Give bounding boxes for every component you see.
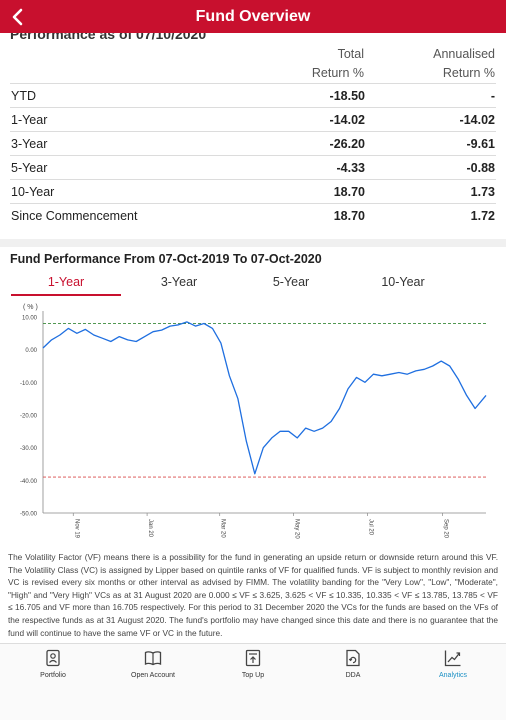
book-icon	[144, 651, 162, 666]
total-return-value: -14.02	[329, 113, 365, 127]
total-return-value: 18.70	[333, 209, 365, 223]
row-label: 1-Year	[11, 113, 48, 127]
annual-header-line1: Annualised	[433, 47, 495, 61]
table-row: 10-Year 18.70 1.73	[10, 179, 496, 203]
nav-label: Analytics	[438, 672, 467, 679]
fund-performance-title: Fund Performance From 07-Oct-2019 To 07-…	[10, 252, 322, 266]
table-row: 3-Year -26.20 -9.61	[10, 131, 496, 155]
nav-portfolio[interactable]: Portfolio	[13, 649, 93, 689]
nav-label: Open Account	[131, 672, 175, 679]
page-title: Fund Overview	[195, 8, 311, 25]
tab-3-year[interactable]: 3-Year	[160, 275, 198, 289]
nav-label: Portfolio	[40, 672, 66, 679]
annualised-return-value: -14.02	[459, 113, 495, 127]
nav-dda[interactable]: DDA	[313, 649, 393, 689]
tab-10-year[interactable]: 10-Year	[381, 275, 425, 289]
row-label: YTD	[11, 89, 36, 103]
volatility-disclaimer: The Volatility Factor (VF) means there i…	[8, 552, 498, 638]
x-tick-label: May 20	[294, 519, 300, 539]
table-row: 5-Year -4.33 -0.88	[10, 155, 496, 179]
row-label: Since Commencement	[11, 209, 138, 223]
total-header-line2: Return %	[311, 66, 364, 80]
annualised-return-value: -	[490, 89, 495, 103]
x-tick-label: Jul 20	[367, 519, 373, 536]
performance-heading: Performance as of 07/10/2020	[10, 33, 207, 42]
total-return-value: 18.70	[333, 185, 365, 199]
app-header: Fund Overview	[0, 0, 506, 33]
table-row: 1-Year -14.02 -14.02	[10, 107, 496, 131]
x-tick-label: Sep 20	[442, 519, 448, 539]
y-tick-label: -40.00	[20, 479, 38, 485]
total-return-value: -18.50	[329, 89, 365, 103]
annualised-return-value: -0.88	[466, 161, 496, 175]
x-tick-label: Jan 20	[147, 519, 153, 538]
top-up-icon	[245, 649, 261, 667]
nav-analytics[interactable]: Analytics	[413, 649, 493, 689]
total-return-value: -26.20	[329, 137, 365, 151]
dda-icon	[346, 649, 360, 667]
performance-chart-svg: ( % ) 10.00 0.00 -10.00 -20.00 -30.00 -40.00 -5…	[20, 304, 487, 539]
bottom-navigation: Portfolio Open Account Top Up DDA Analyt…	[0, 643, 506, 720]
annualised-return-header: Annualised Return %	[395, 45, 495, 83]
row-label: 10-Year	[11, 185, 55, 199]
y-tick-label: -20.00	[20, 414, 38, 420]
y-axis-label: ( % )	[23, 304, 38, 311]
annualised-return-value: 1.73	[470, 185, 495, 199]
tab-1-year[interactable]: 1-Year	[11, 274, 121, 296]
y-tick-label: 10.00	[22, 316, 38, 322]
nav-open-account[interactable]: Open Account	[113, 649, 193, 689]
annualised-return-value: -9.61	[466, 137, 496, 151]
annualised-return-value: 1.72	[470, 209, 495, 223]
row-label: 3-Year	[11, 137, 48, 151]
annual-header-line2: Return %	[442, 66, 495, 80]
x-tick-label: Nov 19	[73, 519, 79, 539]
section-divider	[0, 239, 506, 247]
tab-5-year[interactable]: 5-Year	[272, 275, 310, 289]
y-tick-label: -50.00	[20, 512, 38, 518]
total-header-line1: Total	[337, 47, 364, 61]
y-tick-label: -30.00	[20, 446, 38, 452]
nav-label: DDA	[345, 672, 361, 679]
nav-label: Top Up	[241, 672, 265, 679]
total-return-value: -4.33	[336, 161, 366, 175]
nav-top-up[interactable]: Top Up	[213, 649, 293, 689]
performance-chart: ( % ) 10.00 0.00 -10.00 -20.00 -30.00 -40.00 -5…	[0, 295, 506, 545]
table-row: YTD -18.50 -	[10, 83, 496, 107]
y-tick-label: -10.00	[20, 381, 38, 387]
total-return-header: Total Return %	[284, 45, 364, 83]
analytics-icon	[444, 650, 461, 667]
main-content[interactable]: Performance as of 07/10/2020 Total Retur…	[0, 33, 506, 642]
series-line	[42, 321, 487, 475]
x-tick-label: Mar 20	[220, 519, 226, 538]
back-arrow-icon[interactable]	[6, 5, 30, 29]
row-label: 5-Year	[11, 161, 48, 175]
portfolio-icon	[46, 649, 60, 667]
y-tick-label: 0.00	[25, 348, 37, 354]
table-row: Since Commencement 18.70 1.72	[10, 203, 496, 227]
